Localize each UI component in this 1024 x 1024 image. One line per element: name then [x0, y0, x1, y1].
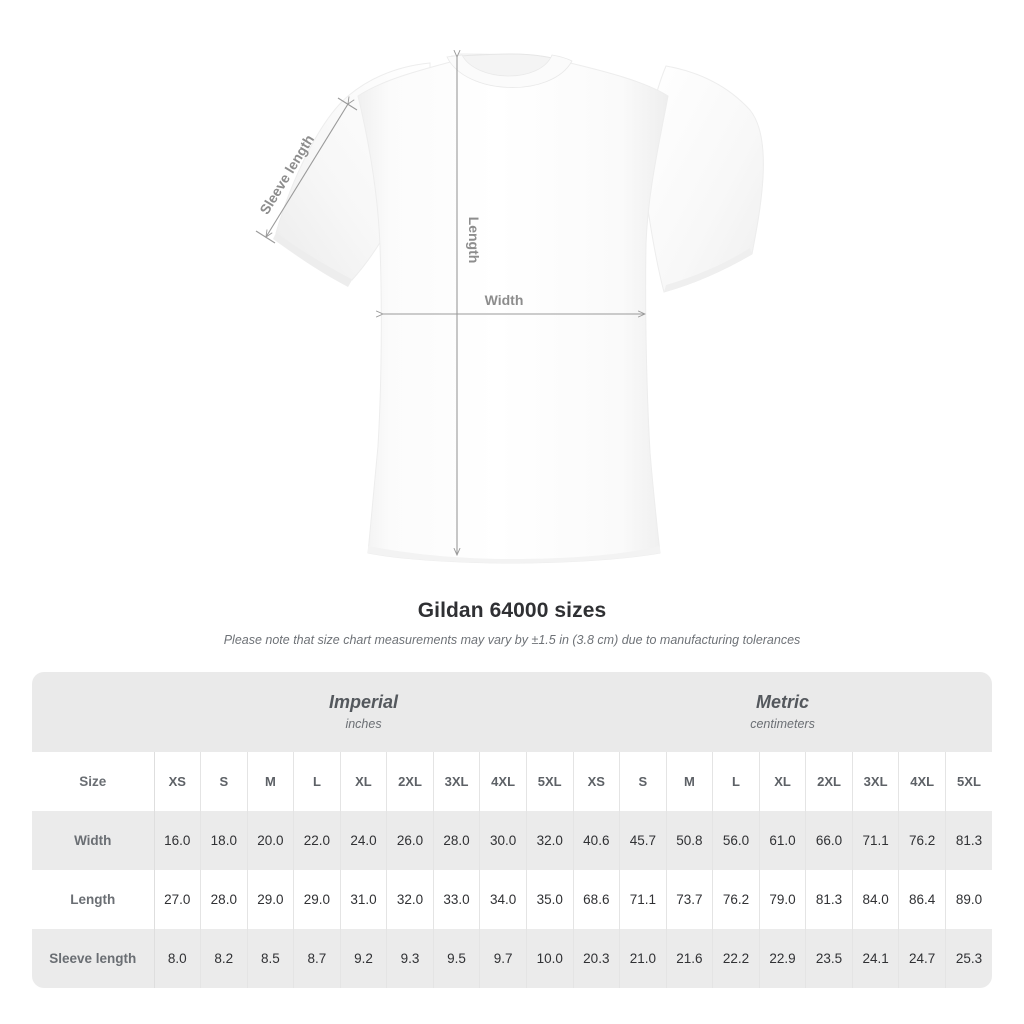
- size-header-cell: 2XL: [805, 752, 853, 811]
- measurement-cell: 24.7: [898, 929, 946, 988]
- measurement-cell: 71.1: [619, 870, 667, 929]
- size-header-cell: XS: [572, 752, 620, 811]
- tolerance-note: Please note that size chart measurements…: [223, 633, 801, 647]
- measurement-cell: 22.0: [293, 811, 341, 870]
- heading-block: Gildan 64000 sizes Please note that size…: [0, 598, 1024, 648]
- measurement-cell: 33.0: [432, 870, 480, 929]
- measurement-cell: 26.0: [386, 811, 434, 870]
- measurement-cell: 9.3: [386, 929, 434, 988]
- measurement-cell: 18.0: [200, 811, 248, 870]
- measurement-cell: 89.0: [944, 870, 993, 929]
- row-label-size: Size: [32, 752, 154, 811]
- measurement-cell: 32.0: [525, 811, 574, 870]
- measurement-cell: 20.0: [246, 811, 294, 870]
- size-header-cell: XL: [339, 752, 387, 811]
- size-chart-table: Imperial inches Metric centimeters Size XS S M L…: [32, 672, 993, 988]
- row-label-width: Width: [32, 811, 154, 870]
- measurement-cell: 56.0: [712, 811, 760, 870]
- measurement-cell: 21.0: [619, 929, 667, 988]
- tshirt-silhouette: [273, 53, 764, 564]
- measurement-cell: 61.0: [758, 811, 806, 870]
- size-header-cell: XS: [153, 752, 201, 811]
- measurement-cell: 86.4: [898, 870, 946, 929]
- table-row: Width 16.0 18.0 20.0 22.0 24.0 26.0 28.0 30.0 32.…: [32, 811, 993, 870]
- size-header-cell: S: [200, 752, 248, 811]
- measurement-cell: 35.0: [525, 870, 574, 929]
- group-unit: centimeters: [750, 717, 815, 731]
- width-label: Width: [485, 292, 524, 308]
- measurement-cell: 20.3: [572, 929, 620, 988]
- measurement-cell: 22.9: [758, 929, 806, 988]
- group-name: Metric: [756, 692, 810, 712]
- measurement-cell: 32.0: [386, 870, 434, 929]
- measurement-cell: 81.3: [944, 811, 993, 870]
- table-size-row: Size XS S M L XL 2XL 3XL 4XL 5XL XS S M L XL 2XL 3XL 4XL 5…: [32, 752, 993, 811]
- measurement-cell: 79.0: [758, 870, 806, 929]
- group-header-metric: Metric centimeters: [573, 672, 993, 752]
- measurement-cell: 45.7: [619, 811, 667, 870]
- measurement-cell: 28.0: [432, 811, 480, 870]
- measurement-cell: 24.1: [851, 929, 899, 988]
- size-header-cell: 5XL: [525, 752, 574, 811]
- measurement-cell: 9.5: [432, 929, 480, 988]
- group-header-imperial: Imperial inches: [154, 672, 574, 752]
- group-unit: inches: [345, 717, 382, 731]
- measurement-cell: 50.8: [665, 811, 713, 870]
- measurement-cell: 29.0: [246, 870, 294, 929]
- size-header-cell: S: [619, 752, 667, 811]
- measurement-cell: 68.6: [572, 870, 620, 929]
- measurement-cell: 24.0: [339, 811, 387, 870]
- measurement-cell: 29.0: [293, 870, 341, 929]
- measurement-cell: 25.3: [944, 929, 993, 988]
- page-title: Gildan 64000 sizes: [417, 599, 607, 622]
- measurement-cell: 84.0: [851, 870, 899, 929]
- measurement-cell: 34.0: [479, 870, 527, 929]
- measurement-cell: 31.0: [339, 870, 387, 929]
- measurement-cell: 30.0: [479, 811, 527, 870]
- size-header-cell: 5XL: [944, 752, 993, 811]
- measurement-cell: 28.0: [200, 870, 248, 929]
- size-header-cell: 4XL: [898, 752, 946, 811]
- measurement-cell: 21.6: [665, 929, 713, 988]
- table-row: Length 27.0 28.0 29.0 29.0 31.0 32.0 33.0 34.0 35…: [32, 870, 993, 929]
- table-row: Sleeve length 8.0 8.2 8.5 8.7 9.2 9.3 9.5 9.7 10.…: [32, 929, 993, 988]
- size-header-cell: XL: [758, 752, 806, 811]
- length-label: Length: [466, 217, 482, 264]
- measurement-cell: 10.0: [525, 929, 574, 988]
- size-header-cell: M: [246, 752, 294, 811]
- measurement-cell: 23.5: [805, 929, 853, 988]
- measurement-cell: 9.7: [479, 929, 527, 988]
- group-header-spacer: [32, 672, 154, 752]
- measurement-cell: 16.0: [153, 811, 201, 870]
- measurement-cell: 9.2: [339, 929, 387, 988]
- measurement-cell: 22.2: [712, 929, 760, 988]
- size-header-cell: 3XL: [851, 752, 899, 811]
- table-group-header-row: Imperial inches Metric centimeters: [32, 672, 993, 752]
- measurement-cell: 66.0: [805, 811, 853, 870]
- measurement-cell: 27.0: [153, 870, 201, 929]
- group-name: Imperial: [329, 692, 399, 712]
- size-header-cell: L: [293, 752, 341, 811]
- row-label-length: Length: [32, 870, 154, 929]
- measurement-cell: 76.2: [898, 811, 946, 870]
- length-measure: Length: [457, 57, 482, 555]
- measurement-cell: 81.3: [805, 870, 853, 929]
- measurement-cell: 71.1: [851, 811, 899, 870]
- tshirt-size-diagram: Sleeve length Length Width: [255, 0, 764, 564]
- size-header-cell: L: [712, 752, 760, 811]
- width-measure: Width: [383, 292, 645, 314]
- measurement-cell: 40.6: [572, 811, 620, 870]
- measurement-cell: 76.2: [712, 870, 760, 929]
- row-label-sleeve-length: Sleeve length: [32, 929, 154, 988]
- size-header-cell: 3XL: [432, 752, 480, 811]
- measurement-cell: 8.0: [153, 929, 201, 988]
- size-header-cell: M: [665, 752, 713, 811]
- measurement-cell: 8.5: [246, 929, 294, 988]
- size-chart-table-wrap: Imperial inches Metric centimeters Size XS S M L…: [32, 672, 993, 988]
- size-header-cell: 4XL: [479, 752, 527, 811]
- measurement-cell: 8.2: [200, 929, 248, 988]
- size-header-cell: 2XL: [386, 752, 434, 811]
- measurement-cell: 8.7: [293, 929, 341, 988]
- measurement-cell: 73.7: [665, 870, 713, 929]
